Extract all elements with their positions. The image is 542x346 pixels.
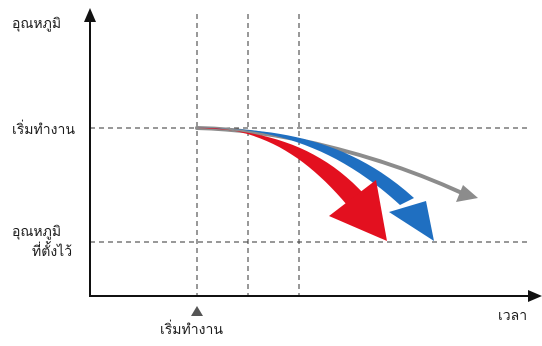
red-curve — [197, 127, 365, 205]
curves — [195, 126, 478, 241]
blue-curve — [197, 127, 414, 205]
y-axis-label: อุณหภูมิ — [12, 16, 61, 32]
blue-arrowhead-icon — [389, 201, 434, 241]
gray-curve — [195, 126, 464, 195]
start-level-label: เริ่มทำงาน — [12, 120, 75, 138]
start-time-marker-icon — [191, 306, 203, 316]
y-axis-arrow-icon — [84, 8, 96, 22]
x-axis-arrow-icon — [528, 290, 542, 302]
gray-arrowhead-icon — [456, 185, 478, 202]
set-temp-label-line1: อุณหภูมิ — [12, 224, 61, 240]
red-arrowhead-icon — [329, 180, 387, 241]
set-temp-label-line2: ที่ตั้งไว้ — [32, 241, 72, 260]
x-axis-label: เวลา — [498, 308, 527, 324]
guide-lines — [90, 14, 530, 296]
axes — [84, 8, 542, 302]
start-time-label: เริ่มทำงาน — [160, 320, 223, 338]
